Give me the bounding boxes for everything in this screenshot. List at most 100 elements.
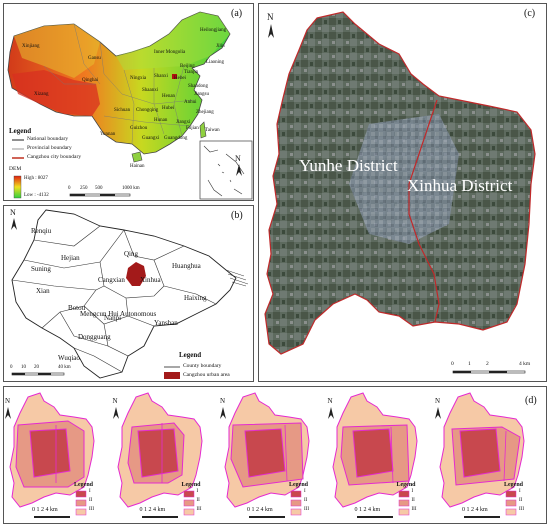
scale-label: 0 1 2 4 km bbox=[32, 507, 58, 513]
north-arrow-a bbox=[236, 164, 242, 176]
north-arrow bbox=[5, 407, 11, 419]
north-arrow bbox=[327, 407, 334, 419]
panel-label: (a) bbox=[231, 8, 243, 19]
legend-swatch-1 bbox=[75, 490, 87, 498]
legend-row-label: I bbox=[411, 489, 414, 494]
scale-bar bbox=[356, 516, 393, 518]
scale-label: 0 1 2 4 km bbox=[462, 507, 488, 513]
zonation-map-2: N Legend I II III 0 1 2 4 km bbox=[112, 387, 219, 523]
zonation-svg bbox=[5, 392, 95, 518]
scale-0: 0 bbox=[451, 361, 454, 367]
north-label: N bbox=[435, 397, 441, 405]
province-label: Guizhou bbox=[130, 126, 148, 131]
province-label: Jiangsu bbox=[194, 92, 209, 97]
county-label: Nanpi bbox=[104, 314, 122, 322]
north-label: N bbox=[235, 154, 241, 163]
zone-divider bbox=[390, 426, 393, 484]
province-label: Liaoning bbox=[206, 60, 225, 65]
legend-row-label: II bbox=[519, 498, 523, 503]
zone-i bbox=[244, 428, 286, 478]
province-label: Henan bbox=[162, 94, 176, 99]
taiwan-island bbox=[199, 121, 207, 139]
cangzhou-urban-area bbox=[126, 262, 146, 286]
zonation-svg bbox=[435, 392, 525, 518]
county-label: Xian bbox=[36, 287, 50, 295]
scale-bar bbox=[34, 516, 70, 518]
cangzhou-boundary bbox=[11, 209, 237, 379]
legend-swatch-3 bbox=[398, 508, 409, 516]
legend-row-label: II bbox=[89, 498, 93, 503]
scale-500: 500 bbox=[95, 186, 103, 191]
legend-swatch-1 bbox=[505, 490, 517, 498]
legend-swatch-2 bbox=[290, 499, 302, 507]
province-label: Jilin bbox=[216, 44, 225, 49]
province-label: Heilongjiang bbox=[200, 28, 227, 33]
scale-bar bbox=[249, 516, 285, 518]
scale-40: 40 km bbox=[58, 365, 71, 370]
panel-label: (d) bbox=[525, 395, 537, 406]
county-label: Suning bbox=[31, 265, 51, 273]
north-arrow bbox=[112, 407, 119, 419]
legend-row-label: II bbox=[196, 498, 200, 503]
panel-b-county-map: (b) N Renqiu Hejian Qing Suning Cangxian Xinh… bbox=[3, 205, 254, 382]
north-label: N bbox=[10, 208, 16, 217]
legend-row-label: III bbox=[89, 507, 94, 512]
zonation-svg bbox=[327, 392, 418, 518]
county-svg bbox=[11, 209, 249, 379]
scale-bar bbox=[464, 516, 500, 518]
panel-d-zonation-maps: (d) N Legend I II III 0 1 2 4 km N Legend I II III… bbox=[3, 386, 547, 524]
scale-0: 0 bbox=[68, 186, 71, 191]
panel-label: (c) bbox=[524, 8, 536, 19]
scale-20: 20 bbox=[34, 365, 39, 370]
legend-row-label: I bbox=[196, 489, 199, 494]
legend-row-label: II bbox=[304, 498, 308, 503]
province-label: Hunan bbox=[154, 118, 168, 123]
north-arrow-b bbox=[11, 218, 17, 230]
legend-county-boundary: County boundary bbox=[183, 363, 222, 369]
zonation-map-3: N Legend I II III 0 1 2 4 km bbox=[219, 387, 326, 523]
zone-i bbox=[136, 428, 179, 478]
zone-i bbox=[29, 428, 71, 478]
legend-row-label: I bbox=[89, 489, 91, 494]
north-label: N bbox=[267, 12, 274, 22]
county-label: Qing bbox=[124, 250, 138, 258]
scale-1: 1 bbox=[468, 361, 471, 367]
county-label: Hejian bbox=[61, 254, 80, 262]
province-label: Fujian bbox=[186, 126, 199, 131]
zone-i bbox=[351, 428, 394, 478]
scale-250: 250 bbox=[80, 186, 88, 191]
scale-bar bbox=[141, 516, 178, 518]
province-label: Gansu bbox=[88, 56, 101, 61]
north-arrow bbox=[220, 407, 226, 419]
hainan-island bbox=[131, 151, 143, 163]
zone-divider bbox=[284, 424, 288, 482]
county-label: Huanghua bbox=[172, 262, 201, 270]
province-label: Qinghai bbox=[82, 78, 99, 83]
scale-label: 0 1 2 4 km bbox=[354, 507, 381, 513]
legend-swatch-3 bbox=[290, 508, 302, 516]
province-label: Jiangxi bbox=[176, 120, 191, 125]
legend-swatch-3 bbox=[505, 508, 517, 516]
legend-swatch-3 bbox=[183, 508, 194, 516]
zone-i bbox=[459, 428, 501, 478]
legend-swatch-2 bbox=[398, 499, 409, 507]
legend-row-label: I bbox=[304, 489, 306, 494]
scale-4: 4 km bbox=[519, 361, 531, 367]
county-label: Yanshan bbox=[154, 319, 178, 327]
district-yunhe: Yunhe District bbox=[299, 156, 398, 175]
legend-swatch-1 bbox=[398, 490, 409, 498]
legend-title: Legend bbox=[181, 482, 201, 488]
legend-row-label: I bbox=[519, 489, 521, 494]
legend-row-label: III bbox=[196, 507, 202, 512]
scale-label: 0 1 2 4 km bbox=[139, 507, 166, 513]
legend-row-label: III bbox=[519, 507, 524, 512]
province-label: Chongqing bbox=[136, 108, 159, 113]
province-label: Xinjiang bbox=[22, 44, 40, 49]
legend-title: Legend bbox=[74, 482, 94, 488]
province-label: Hubei bbox=[162, 106, 175, 111]
legend-title: Legend bbox=[179, 351, 202, 359]
scale-0: 0 bbox=[10, 365, 13, 370]
legend-title: Legend bbox=[396, 482, 416, 488]
north-arrow bbox=[435, 407, 441, 419]
county-label: Dongguang bbox=[78, 333, 111, 341]
